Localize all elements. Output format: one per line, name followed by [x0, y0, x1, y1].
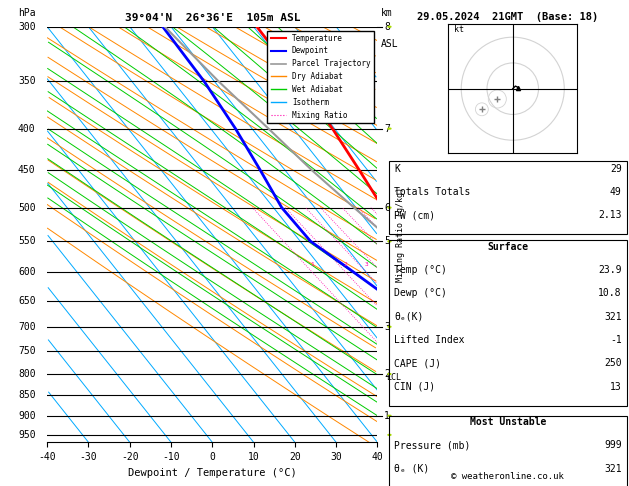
Text: 321: 321	[604, 464, 621, 474]
Text: 13: 13	[610, 382, 621, 392]
Text: Mixing Ratio (g/kg): Mixing Ratio (g/kg)	[396, 187, 405, 282]
Text: 250: 250	[604, 358, 621, 368]
Text: LCL: LCL	[386, 373, 401, 382]
Text: 6: 6	[384, 203, 390, 212]
Text: 3: 3	[364, 262, 368, 267]
Text: 5: 5	[384, 236, 390, 246]
Text: 650: 650	[18, 295, 36, 306]
Text: θₑ (K): θₑ (K)	[394, 464, 430, 474]
Text: km: km	[381, 8, 392, 18]
Bar	[389, 416, 626, 486]
Text: 8: 8	[384, 22, 390, 32]
Text: 29: 29	[610, 164, 621, 174]
Text: 2: 2	[384, 369, 390, 379]
Text: CAPE (J): CAPE (J)	[394, 358, 441, 368]
Bar	[389, 240, 626, 406]
Bar	[389, 161, 626, 234]
Text: 550: 550	[18, 236, 36, 246]
Text: 7: 7	[384, 123, 390, 134]
Text: 700: 700	[18, 322, 36, 332]
Text: 10.8: 10.8	[598, 288, 621, 298]
Text: Totals Totals: Totals Totals	[394, 187, 470, 197]
Text: Surface: Surface	[487, 242, 528, 252]
Text: Pressure (mb): Pressure (mb)	[394, 440, 470, 451]
Text: 800: 800	[18, 369, 36, 379]
Title: 39°04'N  26°36'E  105m ASL: 39°04'N 26°36'E 105m ASL	[125, 13, 300, 23]
Text: Most Unstable: Most Unstable	[470, 417, 546, 427]
Text: Lifted Index: Lifted Index	[394, 335, 465, 345]
Text: 3: 3	[384, 322, 390, 332]
Text: 950: 950	[18, 430, 36, 440]
Text: © weatheronline.co.uk: © weatheronline.co.uk	[452, 472, 564, 481]
Text: 2: 2	[343, 262, 347, 267]
Legend: Temperature, Dewpoint, Parcel Trajectory, Dry Adiabat, Wet Adiabat, Isotherm, Mi: Temperature, Dewpoint, Parcel Trajectory…	[267, 31, 374, 122]
Text: -1: -1	[610, 335, 621, 345]
Text: 29.05.2024  21GMT  (Base: 18): 29.05.2024 21GMT (Base: 18)	[417, 12, 599, 22]
Text: 900: 900	[18, 411, 36, 421]
Text: 300: 300	[18, 22, 36, 32]
Text: 1: 1	[384, 411, 390, 421]
Text: 850: 850	[18, 390, 36, 400]
Text: 750: 750	[18, 346, 36, 356]
Text: 23.9: 23.9	[598, 265, 621, 275]
Text: 400: 400	[18, 123, 36, 134]
Text: 1: 1	[310, 262, 314, 267]
Text: hPa: hPa	[18, 8, 36, 18]
Text: 321: 321	[604, 312, 621, 322]
Text: PW (cm): PW (cm)	[394, 210, 435, 221]
Text: 2.13: 2.13	[598, 210, 621, 221]
Text: ASL: ASL	[381, 39, 398, 49]
Text: kt: kt	[454, 25, 464, 34]
Text: Temp (°C): Temp (°C)	[394, 265, 447, 275]
Text: 600: 600	[18, 267, 36, 277]
Text: CIN (J): CIN (J)	[394, 382, 435, 392]
Text: K: K	[394, 164, 400, 174]
Text: 49: 49	[610, 187, 621, 197]
Text: 350: 350	[18, 76, 36, 87]
Text: Dewp (°C): Dewp (°C)	[394, 288, 447, 298]
Text: 999: 999	[604, 440, 621, 451]
Text: θₑ(K): θₑ(K)	[394, 312, 423, 322]
Text: 450: 450	[18, 165, 36, 175]
Text: 500: 500	[18, 203, 36, 212]
X-axis label: Dewpoint / Temperature (°C): Dewpoint / Temperature (°C)	[128, 468, 297, 478]
